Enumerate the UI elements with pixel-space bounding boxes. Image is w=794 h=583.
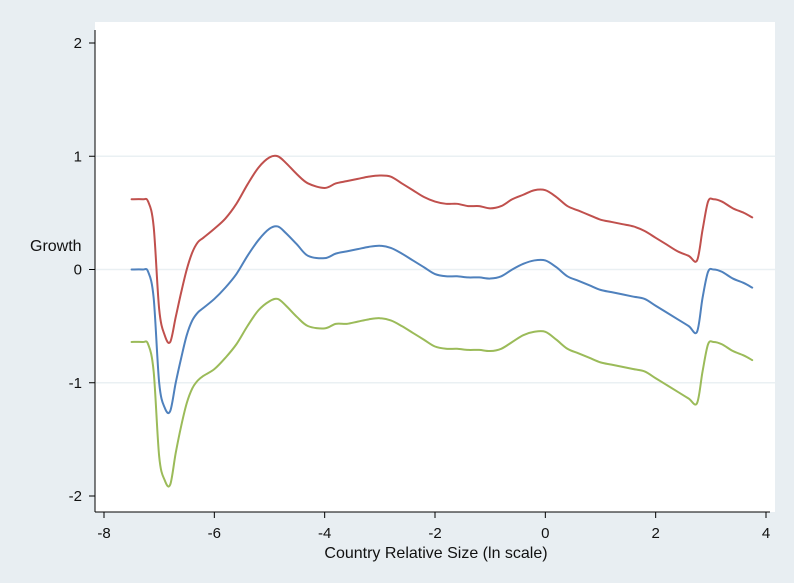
axes: 2 1 0 -1 -2 -8 -6 -4 -2 0 2 4 (69, 30, 770, 542)
x-axis-title: Country Relative Size (ln scale) (324, 545, 547, 562)
x-tick-label-4: 0 (541, 525, 549, 542)
x-tick-label-2: -4 (318, 525, 331, 542)
x-tick-label-5: 2 (651, 525, 659, 542)
y-tick-label-1: 1 (74, 148, 82, 165)
series-line-lower (130, 297, 754, 488)
y-tick-label-3: -1 (69, 375, 82, 392)
y-tick-label-4: -2 (69, 488, 82, 505)
x-tick-label-1: -6 (208, 525, 221, 542)
y-tick-label-0: 2 (74, 35, 82, 52)
series-lines (130, 154, 754, 488)
x-tick-label-0: -8 (97, 525, 110, 542)
x-tick-label-3: -2 (428, 525, 441, 542)
plot-area (95, 22, 775, 512)
series-line-upper (130, 154, 754, 344)
series-line-middle (130, 225, 754, 415)
y-axis-title: Growth (30, 238, 82, 255)
y-tick-label-2: 0 (74, 262, 82, 279)
x-tick-label-6: 4 (762, 525, 770, 542)
